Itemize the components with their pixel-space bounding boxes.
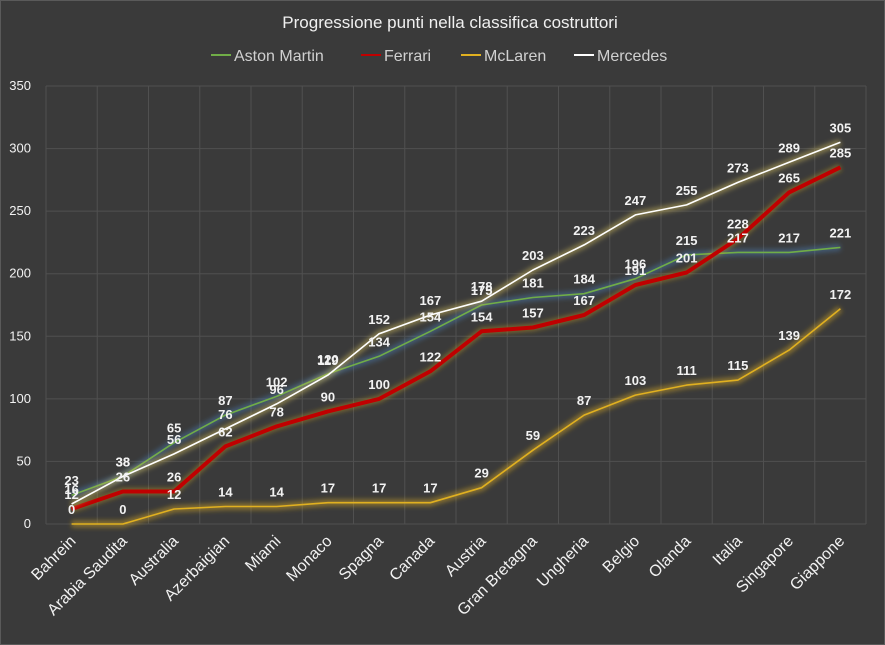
data-label-aston-martin: 175 <box>471 283 493 298</box>
data-label-ferrari: 26 <box>116 469 130 484</box>
data-label-mercedes: 56 <box>167 432 181 447</box>
data-label-ferrari: 201 <box>676 250 698 265</box>
data-label-aston-martin: 217 <box>727 230 749 245</box>
y-axis-ticks: 0 50 100 150 200 250 300 350 <box>9 78 31 531</box>
y-tick-label: 250 <box>9 203 31 218</box>
x-tick-label: Austria <box>442 533 489 580</box>
data-label-mclaren: 0 <box>68 502 75 517</box>
data-label-mercedes: 167 <box>420 293 442 308</box>
y-tick-label: 0 <box>24 516 31 531</box>
data-label-ferrari: 157 <box>522 306 544 321</box>
series-line-mercedes <box>71 141 841 505</box>
y-tick-label: 300 <box>9 141 31 156</box>
y-tick-label: 150 <box>9 328 31 343</box>
data-label-mclaren: 17 <box>321 481 335 496</box>
data-label-aston-martin: 215 <box>676 233 698 248</box>
data-label-aston-martin: 184 <box>573 272 595 287</box>
data-label-aston-martin: 102 <box>266 374 288 389</box>
data-label-aston-martin: 87 <box>218 393 232 408</box>
x-tick-label: Miami <box>242 533 284 575</box>
data-label-mclaren: 111 <box>676 363 696 378</box>
data-label-mercedes: 255 <box>676 183 698 198</box>
data-label-ferrari: 285 <box>830 145 852 160</box>
data-label-mercedes: 273 <box>727 160 749 175</box>
data-label-mclaren: 87 <box>577 393 591 408</box>
data-label-mclaren: 59 <box>526 428 540 443</box>
data-label-aston-martin: 221 <box>830 225 852 240</box>
x-tick-label: Giappone <box>787 533 848 594</box>
data-label-mercedes: 247 <box>625 193 647 208</box>
data-label-mclaren: 139 <box>778 328 800 343</box>
data-label-ferrari: 100 <box>368 377 390 392</box>
data-label-mercedes: 152 <box>368 312 390 327</box>
data-label-aston-martin: 154 <box>420 309 442 324</box>
data-label-ferrari: 122 <box>420 349 442 364</box>
data-label-ferrari: 26 <box>167 469 181 484</box>
data-label-ferrari: 90 <box>321 389 335 404</box>
data-label-ferrari: 265 <box>778 170 800 185</box>
data-label-aston-martin: 120 <box>317 352 339 367</box>
data-label-aston-martin: 134 <box>368 334 390 349</box>
data-label-mercedes: 96 <box>269 382 283 397</box>
data-label-mclaren: 0 <box>119 502 126 517</box>
data-label-mercedes: 305 <box>830 120 852 135</box>
data-label-mclaren: 115 <box>727 358 748 373</box>
legend: Aston Martin Ferrari McLaren Mercedes <box>211 48 667 65</box>
data-label-mclaren: 172 <box>830 287 852 302</box>
series-lines <box>69 139 843 528</box>
data-label-mclaren: 12 <box>167 487 181 502</box>
data-label-mercedes: 289 <box>778 140 800 155</box>
y-tick-label: 100 <box>9 391 31 406</box>
data-label-mclaren: 14 <box>269 484 284 499</box>
data-label-ferrari: 12 <box>64 487 78 502</box>
series-line-mclaren <box>71 308 841 525</box>
legend-label-mclaren: McLaren <box>484 48 546 65</box>
data-label-aston-martin: 23 <box>64 473 78 488</box>
data-label-ferrari: 78 <box>269 404 283 419</box>
data-label-mclaren: 14 <box>218 484 233 499</box>
y-tick-label: 350 <box>9 78 31 93</box>
data-label-mercedes: 38 <box>116 454 130 469</box>
x-tick-label: Belgio <box>600 533 644 577</box>
data-label-mclaren: 17 <box>372 481 386 496</box>
data-label-aston-martin: 38 <box>116 454 130 469</box>
data-label-ferrari: 191 <box>625 263 647 278</box>
data-label-mercedes: 223 <box>573 223 595 238</box>
x-tick-label: Spagna <box>336 533 387 584</box>
data-label-ferrari: 167 <box>573 293 595 308</box>
data-label-ferrari: 154 <box>471 309 493 324</box>
legend-label-aston-martin: Aston Martin <box>234 48 324 65</box>
grid <box>45 85 867 525</box>
x-tick-label: Italia <box>710 533 746 569</box>
x-tick-label: Monaco <box>283 533 335 585</box>
series-line-ferrari <box>70 165 842 511</box>
data-label-mercedes: 76 <box>218 407 232 422</box>
data-label-mercedes: 203 <box>522 248 544 263</box>
x-tick-label: Ungheria <box>534 533 592 591</box>
legend-label-mercedes: Mercedes <box>597 48 667 65</box>
data-label-aston-martin: 196 <box>625 257 647 272</box>
data-label-aston-martin: 65 <box>167 421 181 436</box>
data-label-ferrari: 228 <box>727 217 749 232</box>
chart-title: Progressione punti nella classifica cost… <box>282 13 617 32</box>
x-tick-label: Olanda <box>646 533 695 582</box>
data-label-mercedes: 16 <box>64 482 78 497</box>
legend-label-ferrari: Ferrari <box>384 48 431 65</box>
data-label-ferrari: 62 <box>218 424 232 439</box>
y-tick-label: 50 <box>17 453 31 468</box>
data-label-aston-martin: 217 <box>778 230 800 245</box>
data-label-mclaren: 17 <box>423 481 437 496</box>
data-label-mclaren: 29 <box>474 466 488 481</box>
x-tick-label: Canada <box>387 533 439 585</box>
data-label-mclaren: 103 <box>625 373 647 388</box>
data-label-mercedes: 119 <box>317 353 338 368</box>
x-tick-label: Bahrein <box>28 533 79 584</box>
data-label-mercedes: 178 <box>471 279 493 294</box>
y-tick-label: 200 <box>9 266 31 281</box>
data-label-aston-martin: 181 <box>522 275 544 290</box>
